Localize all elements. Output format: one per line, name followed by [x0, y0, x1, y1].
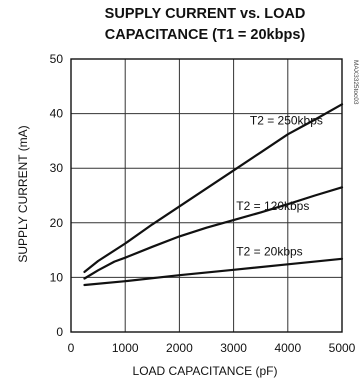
y-tick-label: 40 — [50, 107, 64, 121]
y-axis-title: SUPPLY CURRENT (mA) — [16, 125, 30, 262]
plot-frame — [70, 58, 343, 333]
series-label-2: T2 = 20kbps — [236, 245, 302, 259]
series-label-1: T2 = 120kbps — [236, 199, 309, 213]
x-tick-label: 4000 — [274, 341, 301, 355]
x-tick-label: 3000 — [220, 341, 247, 355]
y-tick-label: 30 — [50, 161, 64, 175]
grid-lines — [71, 59, 342, 332]
x-tick-label: 5000 — [329, 341, 356, 355]
y-tick-label: 10 — [50, 270, 64, 284]
y-tick-labels: 0 10 20 30 40 50 — [50, 52, 64, 339]
x-tick-label: 2000 — [166, 341, 193, 355]
chart-title-line-2: CAPACITANCE (T1 = 20kbps) — [105, 27, 306, 43]
x-axis-title: LOAD CAPACITANCE (pF) — [133, 364, 278, 378]
series-line-0 — [83, 103, 344, 273]
x-tick-labels: 0 1000 2000 3000 4000 5000 — [68, 341, 356, 355]
y-tick-label: 0 — [56, 325, 63, 339]
series-label-0: T2 = 250kbps — [250, 114, 323, 128]
chart-title-line-1: SUPPLY CURRENT vs. LOAD — [105, 6, 306, 22]
plot-border — [70, 58, 343, 333]
series-lines — [83, 103, 344, 287]
x-tick-label: 1000 — [112, 341, 139, 355]
x-tick-label: 0 — [68, 341, 75, 355]
series-line-1 — [83, 186, 344, 280]
series-labels: T2 = 250kbps T2 = 120kbps T2 = 20kbps — [236, 114, 323, 259]
y-tick-label: 20 — [50, 216, 64, 230]
series-line-2 — [83, 257, 344, 287]
y-tick-label: 50 — [50, 52, 64, 66]
figure-id-label: MAX3325toc03 — [352, 60, 359, 105]
